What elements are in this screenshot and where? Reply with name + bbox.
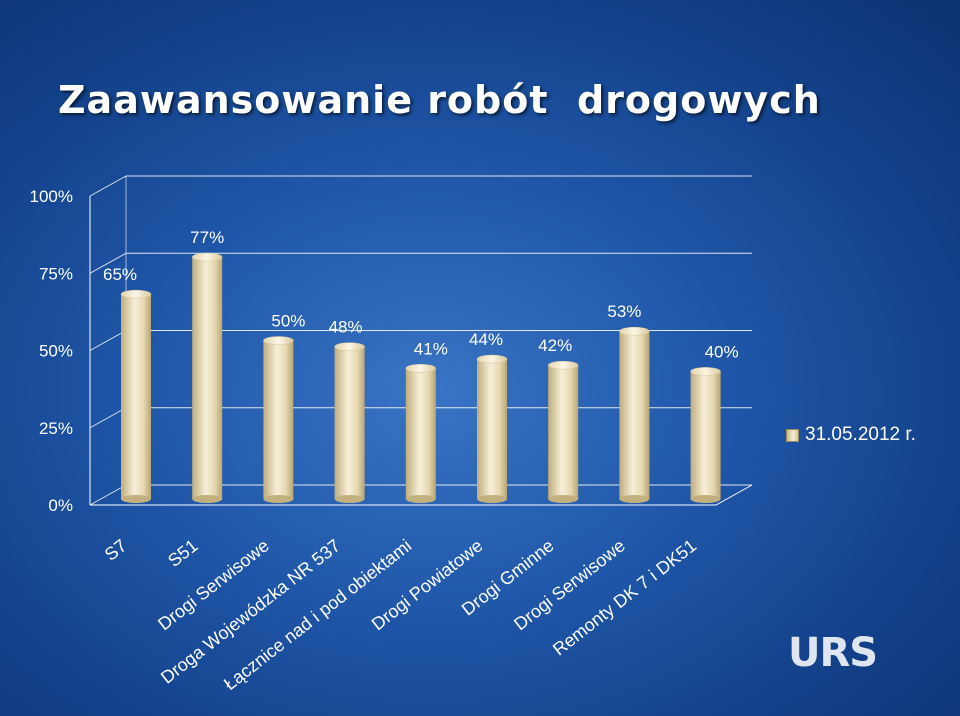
bar-top <box>690 367 721 376</box>
y-tick-label: 50% <box>39 342 73 361</box>
data-label: 40% <box>705 342 739 361</box>
bar-body <box>263 340 294 499</box>
bar <box>547 360 579 503</box>
bar-body <box>690 371 721 499</box>
data-label: 50% <box>271 312 305 331</box>
bar <box>476 354 508 503</box>
y-axis-ticks: 0% 25% 50% 75% 100% <box>30 187 73 515</box>
data-label: 65% <box>103 265 137 284</box>
bar <box>334 342 365 503</box>
y-tick-label: 100% <box>30 187 73 206</box>
legend: 31.05.2012 r. <box>786 424 916 446</box>
y-tick-label: 25% <box>39 419 73 438</box>
bar-top <box>334 342 365 351</box>
bar <box>120 289 152 503</box>
y-tick-label: 75% <box>39 264 73 283</box>
data-label: 41% <box>414 339 448 358</box>
bar-base <box>548 495 579 503</box>
bar-top <box>547 360 579 370</box>
legend-swatch <box>786 428 799 442</box>
floor-line <box>90 484 753 506</box>
bar-base <box>619 495 650 503</box>
category-label: S7 <box>101 535 131 564</box>
bar <box>405 364 437 503</box>
bar <box>619 326 650 503</box>
gridline-depth <box>89 175 127 197</box>
bar-top <box>191 252 223 262</box>
bar-base <box>263 495 294 503</box>
bar-base <box>334 495 365 503</box>
bar-body <box>121 294 151 499</box>
bar-top <box>263 336 294 345</box>
data-label: 44% <box>469 330 503 349</box>
bar-body <box>477 359 507 499</box>
chart-bars <box>120 252 721 503</box>
gridline-depth <box>89 252 127 274</box>
category-label: S51 <box>164 535 202 570</box>
slide-title: Zaawansowanie robót drogowych <box>58 78 821 122</box>
legend-label: 31.05.2012 r. <box>805 424 916 445</box>
bar-top <box>120 289 152 299</box>
data-label: 77% <box>190 228 224 247</box>
bar-base <box>690 495 721 503</box>
bar-top <box>619 326 650 336</box>
gridline-depth <box>89 330 127 351</box>
bar-base <box>121 495 151 503</box>
bar-top <box>405 364 437 373</box>
bar-body <box>548 365 579 499</box>
bar-body <box>405 368 436 499</box>
data-label: 48% <box>329 318 363 337</box>
bar-base <box>405 495 436 503</box>
bar <box>191 252 223 503</box>
bar-body <box>192 257 223 499</box>
gridline-depth <box>89 407 127 429</box>
bar <box>690 367 721 503</box>
bar-body <box>619 331 650 499</box>
bar-base <box>192 495 223 503</box>
data-labels: 65% 77% 50% 48% 41% 44% 42% 53% 40% <box>103 228 739 361</box>
bar-base <box>477 495 507 503</box>
data-label: 42% <box>538 336 572 355</box>
bar-top <box>476 354 508 364</box>
bar <box>263 336 294 503</box>
bar-body <box>334 346 365 499</box>
gridline-depth <box>89 484 127 506</box>
urs-logo: URS <box>788 630 878 676</box>
data-label: 53% <box>607 302 641 321</box>
y-tick-label: 0% <box>48 496 73 515</box>
